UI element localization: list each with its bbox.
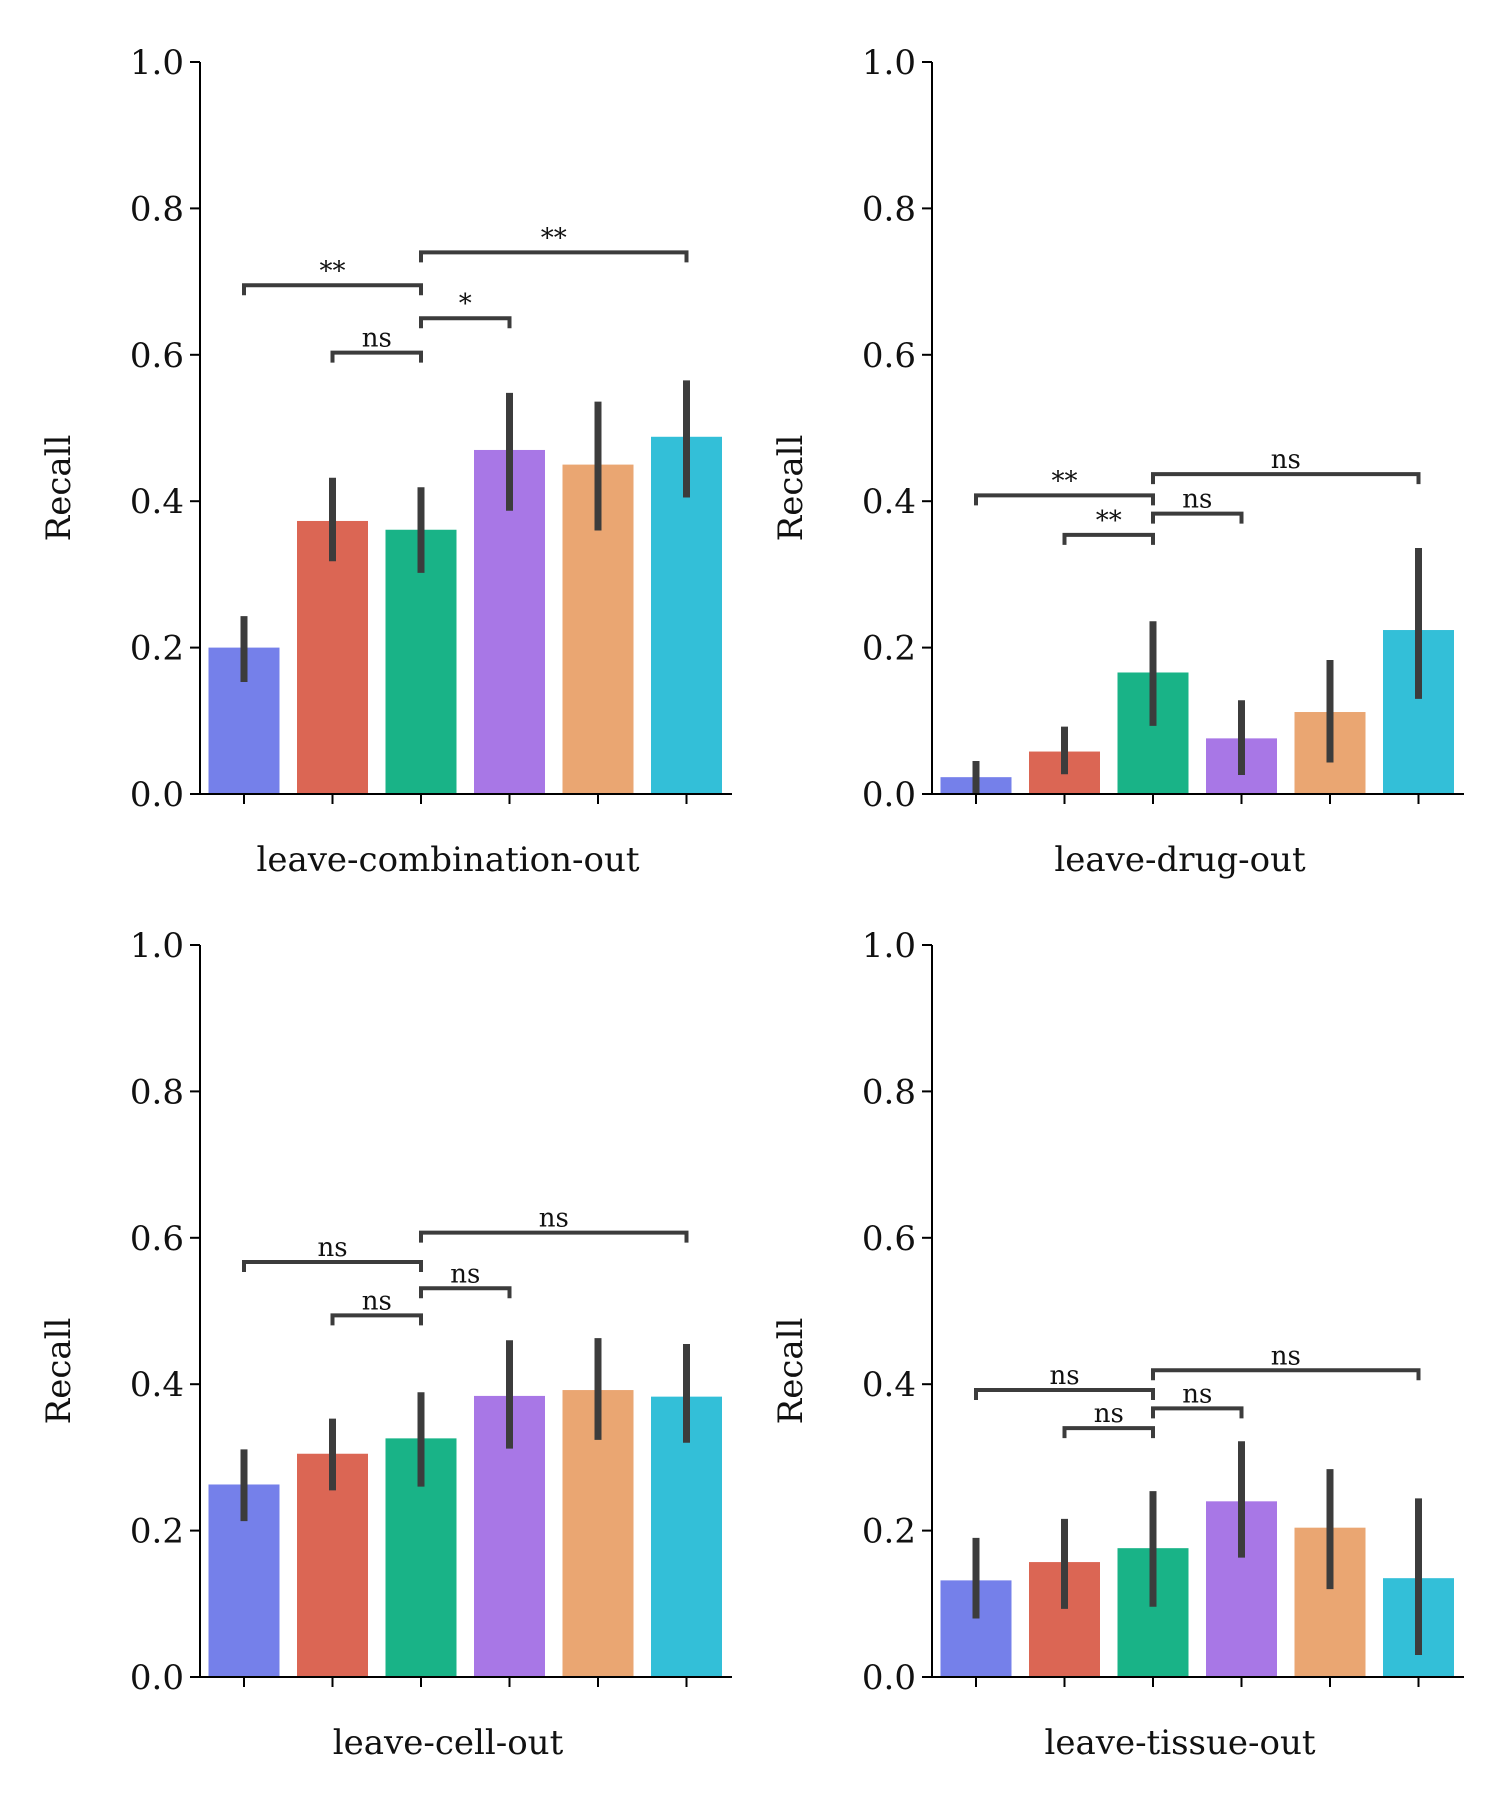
x-axis-label: leave-cell-out	[333, 1723, 564, 1763]
y-tick-label: 1.0	[862, 43, 916, 83]
significance-bracket	[1151, 1406, 1244, 1419]
significance-bracket	[1151, 472, 1421, 485]
significance-label: ns	[362, 1286, 392, 1316]
significance-label: **	[1096, 506, 1122, 536]
significance-label: ns	[450, 1259, 480, 1289]
y-tick-label: 0.6	[130, 336, 184, 376]
y-tick-label: 0.4	[130, 1365, 184, 1405]
y-tick-label: 0.0	[862, 775, 916, 815]
y-tick-label: 0.4	[862, 482, 916, 522]
y-tick-label: 0.0	[130, 1658, 184, 1698]
significance-label: **	[1052, 466, 1078, 496]
y-tick-label: 0.2	[862, 629, 916, 669]
significance-label: *	[459, 289, 472, 319]
y-axis-label: Recall	[39, 1318, 79, 1425]
significance-label: ns	[1271, 445, 1301, 475]
bar-1	[297, 1453, 368, 1677]
y-tick-label: 0.4	[130, 482, 184, 522]
significance-label: ns	[1094, 1399, 1124, 1429]
panel-2: 0.0 0.2 0.4 0.6 0.8 1.0 Recall leave-cell-out ns…	[39, 926, 732, 1763]
y-tick-label: 0.6	[862, 336, 916, 376]
y-axis-label: Recall	[39, 435, 79, 542]
significance-bracket	[242, 1259, 423, 1272]
y-axis-label: Recall	[771, 1318, 811, 1425]
y-tick-label: 0.2	[130, 1512, 184, 1552]
significance-label: ns	[1049, 1361, 1079, 1391]
panel-0: 0.0 0.2 0.4 0.6 0.8 1.0 Recall leave-combinatio…	[39, 43, 732, 880]
panel-1: 0.0 0.2 0.4 0.6 0.8 1.0 Recall leave-drug-out **…	[771, 43, 1464, 880]
x-axis-label: leave-tissue-out	[1044, 1723, 1315, 1763]
y-tick-label: 0.4	[862, 1365, 916, 1405]
significance-bracket	[974, 1388, 1155, 1401]
significance-label: ns	[1271, 1341, 1301, 1371]
bar-2	[385, 529, 457, 794]
significance-bracket	[419, 1286, 512, 1299]
y-tick-label: 1.0	[130, 926, 184, 966]
significance-bracket	[419, 316, 512, 329]
significance-bracket	[419, 250, 689, 263]
y-tick-label: 0.2	[862, 1512, 916, 1552]
x-axis-label: leave-combination-out	[256, 840, 639, 880]
significance-label: **	[541, 223, 567, 253]
panel-3: 0.0 0.2 0.4 0.6 0.8 1.0 Recall leave-tissue-out…	[771, 926, 1464, 1763]
y-tick-label: 1.0	[862, 926, 916, 966]
significance-bracket	[1151, 511, 1244, 524]
bar-1	[297, 520, 368, 794]
y-tick-label: 1.0	[130, 43, 184, 83]
x-axis-label: leave-drug-out	[1054, 840, 1306, 880]
y-tick-label: 0.0	[130, 775, 184, 815]
significance-bracket	[330, 1313, 423, 1326]
significance-bracket	[1062, 532, 1155, 545]
y-tick-label: 0.0	[862, 1658, 916, 1698]
significance-bracket	[1062, 1426, 1155, 1439]
y-axis-label: Recall	[771, 435, 811, 542]
y-tick-label: 0.8	[130, 1072, 184, 1112]
significance-bracket	[1151, 1368, 1421, 1381]
y-tick-label: 0.6	[130, 1219, 184, 1259]
significance-label: ns	[539, 1204, 569, 1234]
significance-label: ns	[362, 324, 392, 354]
significance-bracket	[242, 283, 423, 296]
significance-label: ns	[1182, 1379, 1212, 1409]
significance-bracket	[419, 1230, 689, 1243]
significance-bracket	[330, 350, 423, 363]
significance-label: ns	[317, 1233, 347, 1263]
y-tick-label: 0.8	[862, 1072, 916, 1112]
bar-5	[651, 1396, 722, 1677]
y-tick-label: 0.8	[130, 189, 184, 229]
y-tick-label: 0.2	[130, 629, 184, 669]
y-tick-label: 0.8	[862, 189, 916, 229]
y-tick-label: 0.6	[862, 1219, 916, 1259]
significance-bracket	[974, 493, 1155, 506]
significance-label: **	[320, 256, 346, 286]
significance-label: ns	[1182, 485, 1212, 515]
